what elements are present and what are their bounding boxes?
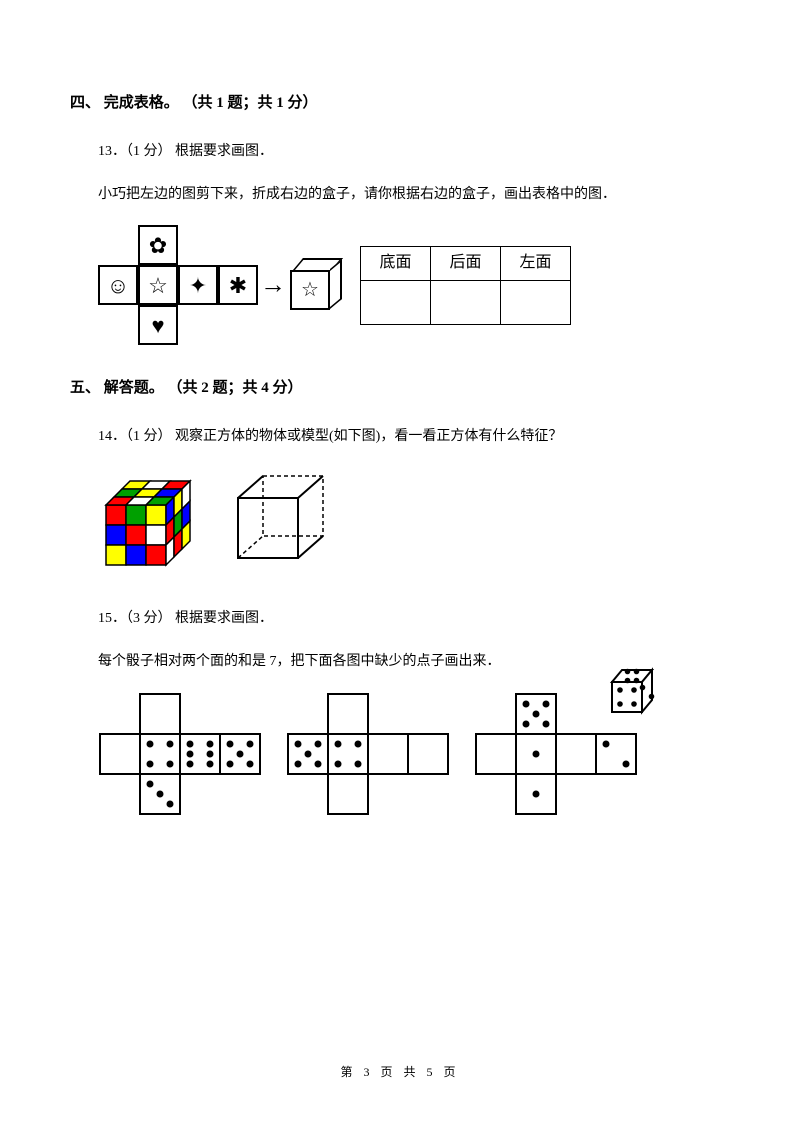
dice-3d-icon — [604, 662, 664, 722]
net-left-icon: ☺ — [98, 265, 138, 305]
q13-cube: ☆ — [290, 260, 340, 310]
q13-table: 底面 后面 左面 — [360, 246, 571, 325]
section4-header: 四、 完成表格。 （共 1 题；共 1 分） — [70, 90, 730, 117]
net-top-icon: ✿ — [138, 225, 178, 265]
dice-net-2 — [286, 692, 456, 822]
net-right-icon: ✱ — [218, 265, 258, 305]
page-footer: 第 3 页 共 5 页 — [0, 1062, 800, 1084]
net-midleft-icon: ☆ — [138, 265, 178, 305]
table-header-2: 后面 — [431, 246, 501, 280]
q15-label: 15．（3 分） 根据要求画图． — [70, 606, 730, 631]
table-header-1: 底面 — [361, 246, 431, 280]
q15-figure — [98, 692, 730, 831]
dice-net-1 — [98, 692, 268, 822]
q13-body: 小巧把左边的图剪下来，折成右边的盒子，请你根据右边的盒子，画出表格中的图． — [70, 182, 730, 207]
table-header-row: 底面 后面 左面 — [361, 246, 571, 280]
table-header-3: 左面 — [501, 246, 571, 280]
section5-header: 五、 解答题。 （共 2 题；共 4 分） — [70, 375, 730, 402]
q13-figure: ✿ ☺ ☆ ✦ ✱ ♥ → ☆ 底面 后面 左面 — [98, 225, 730, 345]
q14-label: 14．（1 分） 观察正方体的物体或模型(如下图)，看一看正方体有什么特征？ — [70, 424, 730, 449]
net-bottom-icon: ♥ — [138, 305, 178, 345]
q13-net: ✿ ☺ ☆ ✦ ✱ ♥ — [98, 225, 258, 345]
rubiks-cube-icon — [98, 473, 198, 573]
wireframe-cube-icon — [228, 468, 338, 578]
cube-front-icon: ☆ — [290, 270, 330, 310]
arrow-icon: → — [260, 262, 286, 309]
q14-figure — [98, 468, 730, 578]
q13-label: 13．（1 分） 根据要求画图． — [70, 139, 730, 164]
net-midright-icon: ✦ — [178, 265, 218, 305]
table-blank-row — [361, 280, 571, 324]
